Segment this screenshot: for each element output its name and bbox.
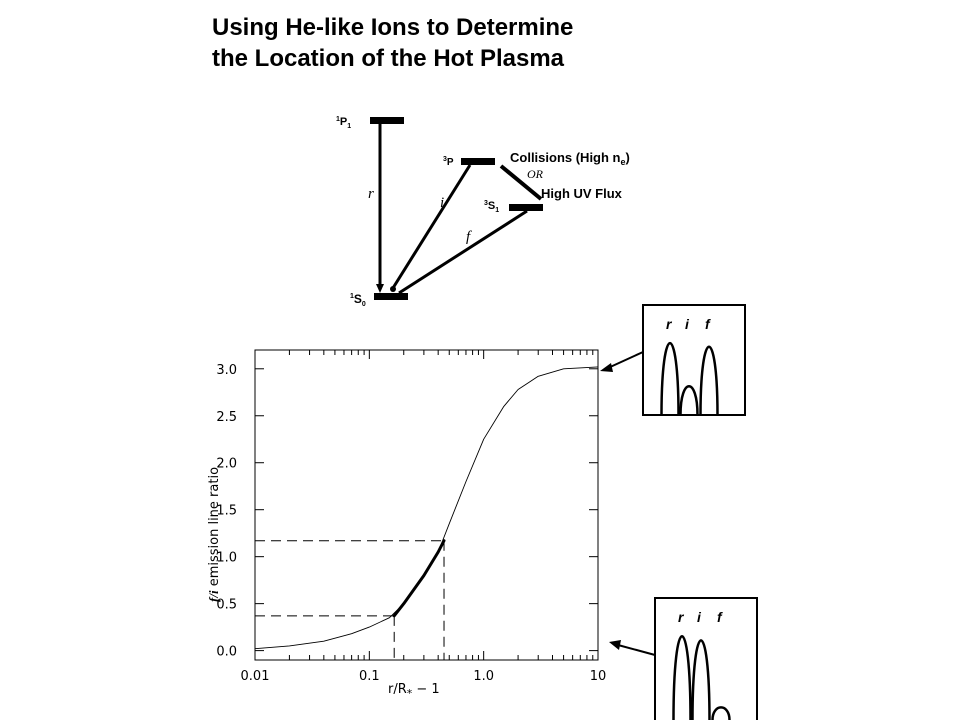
- inset-bottom-label-f: f: [717, 609, 723, 625]
- x-tick-label: 10: [590, 669, 607, 684]
- collisions-text: Collisions (High ne): [510, 150, 630, 167]
- page-title: Using He-like Ions to Determine the Loca…: [212, 12, 573, 74]
- inset-top-label-f: f: [705, 316, 711, 332]
- inset-bottom-label-r: r: [678, 609, 685, 625]
- level-1p1-label-letter: P: [340, 116, 347, 128]
- y-axis-label: f/i emission line ratio: [206, 467, 222, 602]
- transition-i-line: [391, 164, 472, 289]
- inset-bottom-peak-i: [691, 639, 711, 720]
- series-line-thin: [254, 366, 599, 650]
- inset-top-peak-i: [679, 385, 699, 416]
- inset-bottom-arrow-line: [617, 644, 656, 656]
- title-line-1: Using He-like Ions to Determine: [212, 14, 574, 41]
- series-line-thick: [392, 539, 446, 618]
- inset-bottom-label-i: i: [697, 609, 702, 625]
- level-3s1-label: 3S1: [484, 200, 499, 214]
- inset-bottom-peak-f: [711, 706, 731, 720]
- inset-top-peak-f: [699, 345, 719, 416]
- x-tick-label: 1.0: [473, 669, 494, 684]
- transition-i-arrowhead: [390, 286, 396, 292]
- y-tick-label: 2.5: [216, 410, 237, 425]
- y-tick-label: 1.5: [216, 504, 237, 519]
- dashed-guides: [255, 540, 445, 660]
- title-line-2: the Location of the Hot Plasma: [212, 45, 565, 72]
- level-3s1-label-j: 1: [495, 207, 499, 214]
- inset-bottom-arrowhead: [609, 640, 621, 650]
- collisions-text-close: ): [626, 150, 630, 165]
- level-3s1-label-mult: 3: [484, 200, 488, 207]
- level-3p-label: 3P: [443, 156, 454, 168]
- level-3p-label-letter: P: [447, 157, 454, 168]
- collisions-text-main: Collisions (High n: [510, 150, 621, 165]
- x-axis-tick-labels: 0.01 0.1 1.0 10: [241, 669, 607, 684]
- y-tick-label: 1.0: [216, 551, 237, 566]
- inset-top-peak-r: [660, 342, 680, 416]
- level-1p1-label: 1P1: [336, 116, 351, 130]
- level-1s0-label-mult: 1: [350, 293, 354, 300]
- inset-top-label-i: i: [685, 316, 690, 332]
- inset-top-peaks: [660, 342, 719, 416]
- y-tick-label: 3.0: [216, 363, 237, 378]
- series-lines: [254, 366, 599, 650]
- level-1p1-label-j: 1: [347, 123, 351, 130]
- y-axis-label-italic: f/i: [206, 590, 221, 602]
- inset-bottom-peak-r: [672, 634, 692, 720]
- uv-flux-text: High UV Flux: [541, 186, 623, 201]
- x-axis-label-tail: − 1: [412, 682, 439, 697]
- collision-path-line: [499, 164, 543, 201]
- x-tick-label: 0.1: [359, 669, 380, 684]
- y-axis-ticks: [255, 368, 598, 652]
- inset-top-frame: [642, 304, 746, 416]
- level-1s0-label-j: 0: [362, 301, 366, 308]
- transition-r-arrowhead: [376, 284, 384, 293]
- transition-f-label: f: [466, 229, 472, 245]
- level-1p1-label-mult: 1: [336, 116, 340, 123]
- transition-r-label: r: [368, 186, 374, 202]
- plot-frame: [254, 349, 599, 661]
- level-3p-label-mult: 3: [443, 156, 447, 163]
- y-tick-label: 2.0: [216, 457, 237, 472]
- x-tick-label: 0.01: [241, 669, 270, 684]
- y-tick-label: 0.0: [216, 645, 237, 660]
- level-3s1-label-letter: S: [488, 200, 495, 212]
- inset-top-label-r: r: [666, 316, 673, 332]
- inset-top-arrowhead: [600, 363, 613, 372]
- ratio-chart: 0.01 0.1 1.0 10 0.0 0.5 1.0 1.5 2.0 2.5 3.0 r/R* …: [206, 349, 607, 700]
- inset-bottom-peaks: [672, 634, 731, 720]
- level-1s0-label-letter: S: [354, 292, 362, 306]
- level-3p-bar: [461, 158, 495, 165]
- or-text: OR: [527, 167, 544, 181]
- energy-level-diagram: r i f 1P1 3P 3S1 1S0 Collisions (High ne…: [336, 116, 630, 308]
- y-axis-label-rest: emission line ratio: [207, 467, 222, 591]
- transition-f-line: [398, 209, 528, 295]
- y-tick-label: 0.5: [216, 598, 237, 613]
- level-1p1-bar: [370, 117, 404, 124]
- level-3s1-bar: [509, 204, 543, 211]
- x-axis-label-sub: *: [407, 687, 413, 700]
- y-axis-tick-labels: 0.0 0.5 1.0 1.5 2.0 2.5 3.0: [216, 363, 237, 660]
- transition-i-label: i: [440, 195, 444, 211]
- level-1s0-bar: [374, 293, 408, 300]
- x-axis-label: r/R* − 1: [388, 682, 440, 700]
- x-axis-label-main: r/R: [388, 682, 407, 697]
- level-1s0-label: 1S0: [350, 292, 366, 308]
- collisions-text-sub: e: [621, 157, 626, 167]
- x-axis-ticks: [254, 350, 594, 660]
- inset-top-arrow-line: [607, 351, 644, 369]
